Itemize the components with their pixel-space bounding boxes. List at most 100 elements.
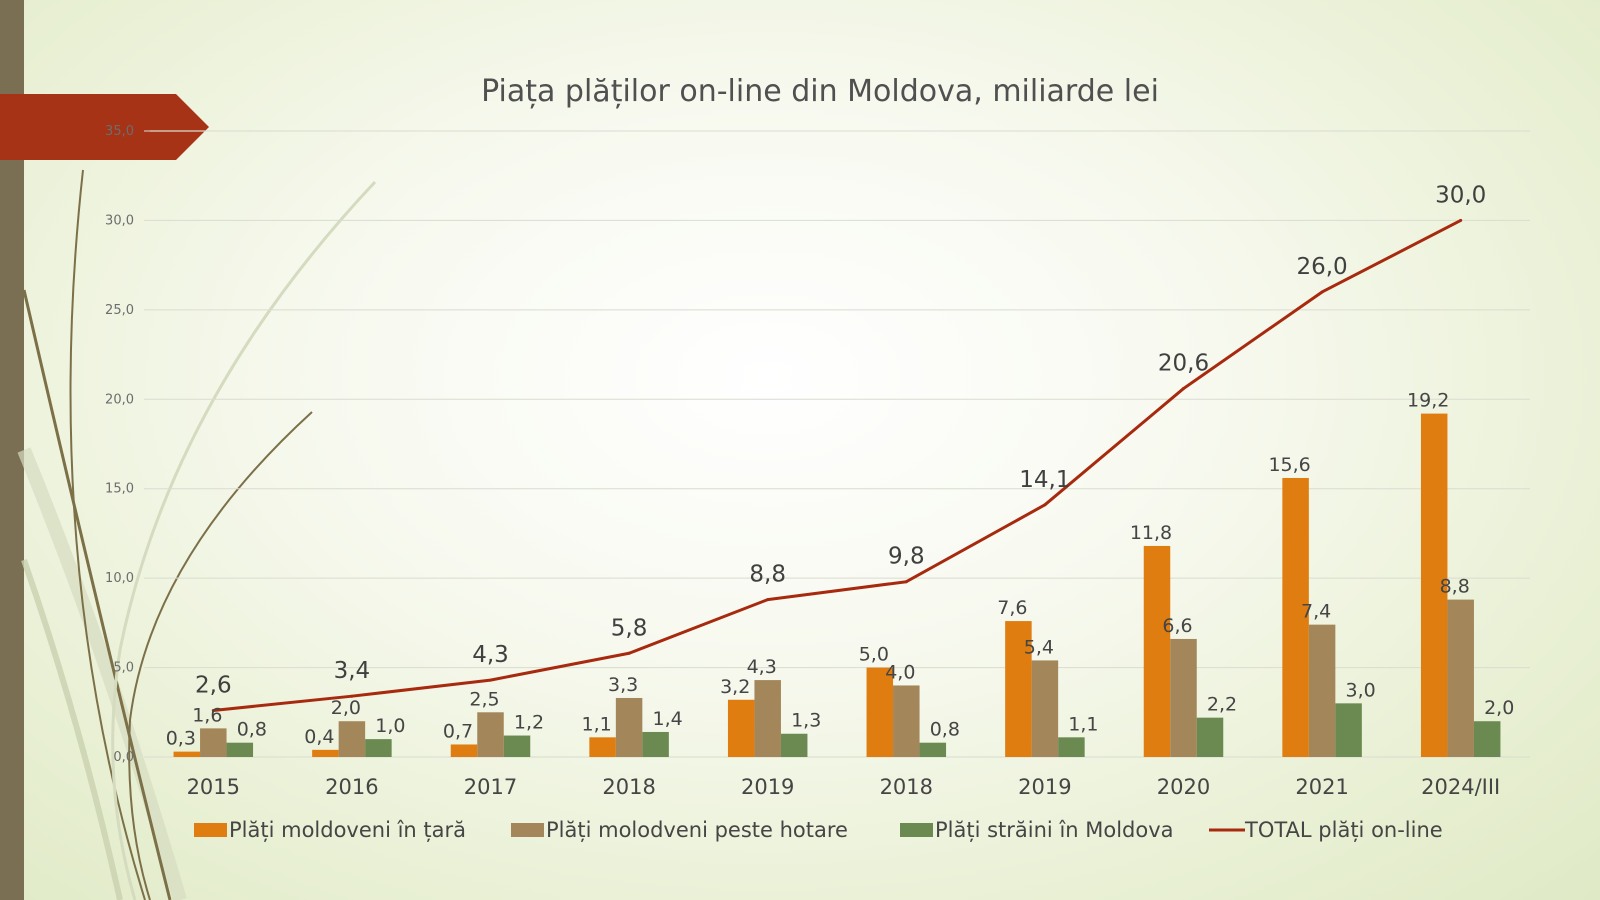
bar-value-label: 2,2 — [1207, 694, 1237, 716]
bar-in-country — [727, 699, 755, 757]
bar-value-label: 4,0 — [885, 661, 915, 683]
total-value-label: 9,8 — [888, 544, 925, 570]
x-tick-label: 2021 — [1295, 775, 1348, 799]
bar-value-label: 7,4 — [1301, 601, 1331, 623]
total-point — [350, 694, 354, 698]
bar-in-country — [173, 751, 201, 757]
y-tick-label: 10,0 — [105, 571, 134, 586]
bar-value-label: 6,6 — [1162, 615, 1192, 637]
decorative-curves — [17, 169, 377, 900]
chart-title: Piața plăților on-line din Moldova, mili… — [481, 74, 1159, 109]
y-tick-label: 20,0 — [105, 392, 134, 407]
bar-foreigners — [503, 735, 531, 757]
total-value-label: 14,1 — [1019, 467, 1070, 493]
legend-foreigners-label: Plăți străini în Moldova — [935, 818, 1174, 842]
total-point — [211, 708, 215, 712]
bar-value-label: 11,8 — [1130, 522, 1172, 544]
bar-value-label: 1,1 — [1068, 713, 1098, 735]
bar-value-label: 5,0 — [859, 644, 889, 666]
bar-value-label: 1,2 — [514, 712, 544, 734]
total-line — [211, 218, 1463, 712]
bar-value-label: 2,0 — [1484, 697, 1514, 719]
bar-abroad — [200, 728, 227, 757]
bar-foreigners — [1058, 737, 1085, 757]
bar-abroad — [1447, 599, 1474, 757]
bar-value-label: 7,6 — [997, 597, 1027, 619]
total-series-line — [213, 219, 1462, 712]
total-point — [489, 678, 492, 682]
bar-value-label: 19,2 — [1407, 390, 1449, 412]
bar-value-label: 1,0 — [375, 715, 405, 737]
bar-foreigners — [1473, 721, 1501, 757]
y-tick-label: 5,0 — [113, 661, 134, 676]
total-value-label: 3,4 — [334, 658, 371, 684]
y-tick-label: 25,0 — [105, 303, 134, 318]
y-tick-label: 35,0 — [105, 124, 134, 139]
bar-in-country — [1282, 477, 1309, 757]
bar-foreigners — [365, 739, 392, 757]
bar-value-label: 5,4 — [1024, 636, 1054, 658]
bar-value-label: 1,1 — [581, 713, 611, 735]
x-tick-label: 2020 — [1157, 775, 1210, 799]
x-tick-label: 2019 — [1018, 775, 1071, 799]
legend-abroad-swatch — [511, 823, 544, 837]
legend-abroad-label: Plăți molodveni peste hotare — [546, 818, 848, 842]
total-point — [1320, 290, 1324, 294]
red-arrow-banner — [0, 94, 209, 160]
bar-foreigners — [1335, 703, 1362, 757]
bar-value-label: 2,5 — [469, 688, 499, 710]
bar-abroad — [893, 685, 920, 757]
bar-value-label: 3,0 — [1345, 679, 1375, 701]
bar-foreigners — [780, 733, 808, 757]
legend: Plăți moldoveni în țară Plăți molodveni p… — [194, 818, 1443, 842]
x-tick-label: 2019 — [741, 775, 794, 799]
legend-total-label: TOTAL plăți on-line — [1244, 818, 1443, 842]
total-value-label: 2,6 — [195, 672, 232, 698]
total-value-label: 26,0 — [1296, 254, 1347, 280]
bar-abroad — [615, 697, 643, 757]
bar-value-label: 3,3 — [608, 674, 638, 696]
bar-in-country — [1143, 545, 1171, 757]
bar-in-country — [866, 667, 894, 757]
bar-value-label: 3,2 — [720, 676, 750, 698]
x-tick-label: 2024/III — [1421, 775, 1500, 799]
total-value-label: 4,3 — [472, 642, 509, 668]
bar-abroad — [1031, 660, 1059, 757]
x-tick-label: 2017 — [464, 775, 517, 799]
bar-in-country — [312, 749, 339, 757]
legend-foreigners-swatch — [900, 823, 933, 837]
data-labels: 0,3 0,4 0,7 1,1 3,2 5,0 7,6 11,8 15,6 19,2 1,6 2,0 2… — [166, 182, 1515, 749]
legend-in-country-label: Plăți moldoveni în țară — [229, 818, 466, 842]
bar-foreigners — [642, 731, 669, 757]
y-axis: 0,0 5,0 10,0 15,0 20,0 25,0 30,0 35,0 — [105, 124, 134, 765]
bar-abroad — [477, 712, 504, 757]
x-tick-label: 2016 — [325, 775, 378, 799]
bar-foreigners — [919, 742, 947, 757]
bar-abroad — [754, 680, 781, 757]
bar-value-label: 0,7 — [443, 720, 473, 742]
total-point — [766, 598, 770, 602]
y-tick-label: 15,0 — [105, 482, 134, 497]
bar-value-label: 8,8 — [1440, 576, 1470, 598]
bar-value-label: 1,6 — [192, 704, 222, 726]
total-point — [1043, 503, 1047, 507]
bar-foreigners — [226, 742, 254, 757]
bar-value-label: 2,0 — [331, 697, 361, 719]
bar-value-label: 4,3 — [747, 656, 777, 678]
total-value-label: 20,6 — [1158, 351, 1209, 377]
bar-abroad — [1170, 638, 1197, 757]
bar-foreigners — [1196, 717, 1224, 757]
bar-abroad — [338, 721, 366, 757]
bar-abroad — [1308, 624, 1336, 757]
x-tick-label: 2015 — [187, 775, 240, 799]
x-tick-label: 2018 — [602, 775, 655, 799]
bar-value-label: 0,8 — [930, 719, 960, 741]
legend-in-country-swatch — [194, 823, 227, 837]
bars — [173, 413, 1501, 757]
total-point — [1182, 387, 1185, 391]
total-value-label: 5,8 — [611, 615, 648, 641]
total-point — [627, 651, 631, 655]
bar-value-label: 0,4 — [304, 726, 334, 748]
